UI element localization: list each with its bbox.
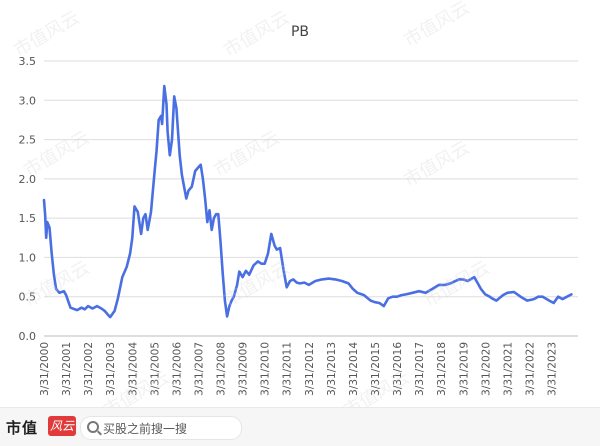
x-tick-label: 3/31/2017	[414, 342, 426, 396]
x-tick-label: 3/31/2003	[105, 342, 117, 396]
x-tick-label: 3/31/2007	[193, 342, 205, 396]
search-box[interactable]: 买股之前搜一搜	[80, 416, 242, 440]
x-tick-label: 3/31/2012	[304, 342, 316, 396]
x-tick-label: 3/31/2009	[238, 342, 250, 396]
x-tick-label: 3/31/2010	[260, 342, 272, 396]
y-tick-label: 1.0	[19, 251, 37, 264]
y-tick-label: 0.5	[19, 291, 37, 304]
x-tick-label: 3/31/2001	[61, 342, 73, 396]
brand-badge: 风云	[48, 416, 76, 436]
search-placeholder: 买股之前搜一搜	[103, 422, 188, 436]
y-tick-label: 0.0	[19, 330, 37, 343]
y-tick-label: 2.5	[19, 134, 37, 147]
x-tick-label: 3/31/2011	[282, 342, 294, 396]
x-tick-label: 3/31/2016	[392, 342, 404, 396]
search-icon	[87, 421, 99, 433]
chart: 0.00.51.01.52.02.53.03.5 3/31/2000 3/31/2…	[19, 24, 578, 396]
y-tick-label: 2.0	[19, 173, 37, 186]
x-tick-label: 3/31/2015	[370, 342, 382, 396]
x-tick-label: 3/31/2008	[216, 342, 228, 396]
x-tick-label: 3/31/2014	[348, 342, 360, 396]
y-tick-label: 1.5	[19, 212, 37, 225]
series-layer	[42, 84, 573, 319]
y-tick-label: 3.5	[19, 55, 37, 68]
x-axis-ticks: 3/31/2000 3/31/2001 3/31/2002 3/31/2003 3/31…	[39, 342, 559, 396]
y-tick-label: 3.0	[19, 94, 37, 107]
x-tick-label: 3/31/2019	[458, 342, 470, 396]
footer-bar: 市值 风云 买股之前搜一搜	[0, 407, 600, 446]
x-tick-label: 3/31/2000	[39, 342, 51, 396]
x-tick-label: 3/31/2013	[326, 342, 338, 396]
brand-logo: 市值	[6, 419, 39, 437]
x-tick-label: 3/31/2005	[149, 342, 161, 396]
gridlines	[44, 60, 578, 337]
x-tick-label: 3/31/2022	[524, 342, 536, 396]
x-tick-label: 3/31/2018	[436, 342, 448, 396]
x-tick-label: 3/31/2021	[502, 342, 514, 396]
x-tick-label: 3/31/2006	[171, 342, 183, 396]
x-tick-label: 3/31/2002	[83, 342, 95, 396]
x-tick-label: 3/31/2020	[480, 342, 492, 396]
x-tick-label: 3/31/2023	[547, 342, 559, 396]
series-line-pb	[42, 84, 573, 319]
y-axis-ticks: 0.0 0.5 1.0 1.5 2.0 2.5 3.0 3.5	[19, 55, 37, 343]
chart-title: PB	[291, 24, 309, 40]
x-tick-label: 3/31/2004	[127, 342, 139, 396]
